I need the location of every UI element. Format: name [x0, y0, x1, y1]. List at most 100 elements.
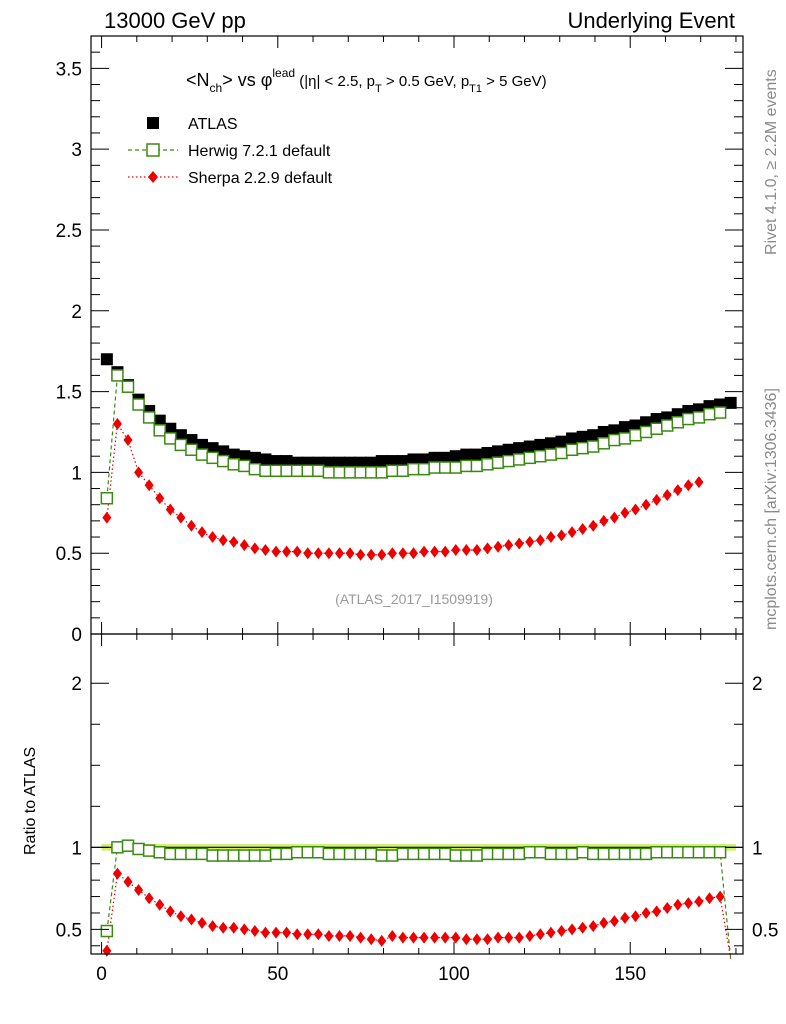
herwig-ratio-point — [523, 846, 537, 859]
y-tick-label: 3.5 — [56, 59, 82, 80]
herwig-point — [671, 416, 685, 429]
herwig-point — [174, 438, 188, 452]
herwig-point — [301, 464, 314, 478]
atlas-point — [587, 429, 600, 442]
herwig-ratio-point — [512, 847, 526, 861]
sherpa-ratio-point — [102, 944, 112, 957]
sherpa-ratio-point — [303, 928, 313, 941]
sherpa-point — [419, 545, 429, 558]
sherpa-ratio-point — [134, 884, 144, 896]
legend-marker-sherpa — [148, 171, 158, 183]
herwig-point — [280, 464, 293, 478]
atlas-point — [322, 456, 335, 469]
sherpa-ratio-point — [461, 933, 471, 946]
sherpa-ratio-point — [620, 911, 630, 924]
sherpa-point — [398, 547, 408, 560]
sherpa-ratio-point — [567, 923, 577, 936]
sherpa-point — [694, 476, 704, 489]
sherpa-ratio-point — [282, 926, 292, 939]
herwig-point — [111, 369, 124, 382]
sherpa-point — [567, 526, 577, 539]
sherpa-point — [504, 539, 514, 552]
herwig-point — [227, 458, 240, 471]
herwig-point — [290, 464, 304, 478]
sherpa-ratio-point — [334, 929, 344, 942]
herwig-ratio-point — [248, 849, 262, 862]
sherpa-point — [186, 519, 196, 532]
sherpa-ratio-point — [419, 931, 429, 944]
legend-label-herwig: Herwig 7.2.1 default — [188, 143, 331, 160]
atlas-point — [629, 419, 642, 432]
sherpa-point — [112, 417, 122, 430]
herwig-ratio-point — [703, 846, 716, 859]
herwig-point — [523, 451, 537, 465]
atlas-point — [248, 451, 261, 464]
ratio-y-tick-label: 1 — [71, 838, 82, 859]
y-tick-label: 1 — [71, 463, 82, 484]
atlas-point — [344, 456, 357, 469]
herwig-point — [460, 459, 473, 473]
legend: ATLAS Herwig 7.2.1 default Sherpa 2.2.9 … — [128, 116, 333, 187]
herwig-ratio-point — [428, 847, 441, 861]
sherpa-ratio-point — [313, 928, 323, 941]
herwig-ratio-point — [132, 842, 145, 856]
atlas-point — [449, 450, 462, 463]
sherpa-point — [652, 493, 662, 506]
herwig-ratio-point — [407, 847, 420, 861]
ratio-plot-frame — [90, 633, 744, 955]
sherpa-ratio-point — [144, 892, 154, 905]
legend-label-atlas: ATLAS — [188, 116, 238, 133]
herwig-point — [491, 456, 505, 469]
herwig-ratio-point — [438, 847, 452, 861]
atlas-point — [544, 437, 557, 450]
herwig-point — [121, 380, 135, 393]
herwig-point — [153, 424, 166, 437]
herwig-ratio-point — [153, 846, 166, 859]
herwig-point — [586, 440, 600, 453]
atlas-point — [555, 435, 568, 448]
sherpa-point — [609, 511, 619, 524]
y-tick-label: 0 — [71, 625, 82, 646]
herwig-ratio-point — [629, 847, 642, 861]
herwig-point — [407, 462, 420, 476]
atlas-point — [640, 416, 653, 429]
sherpa-ratio-point — [641, 906, 651, 919]
y-tick-label: 0.5 — [56, 544, 82, 565]
sherpa-ratio-point — [652, 905, 662, 918]
sherpa-point — [313, 547, 323, 560]
atlas-point — [650, 413, 663, 426]
atlas-point — [196, 438, 209, 451]
herwig-point — [650, 422, 663, 435]
herwig-point — [312, 464, 325, 478]
sherpa-line — [106, 422, 700, 556]
sherpa-point — [229, 535, 239, 548]
sherpa-ratio-point — [398, 931, 408, 944]
sherpa-point — [218, 534, 228, 547]
analysis-watermark: (ATLAS_2017_I1509919) — [335, 591, 493, 607]
sherpa-ratio-line — [106, 872, 732, 960]
sherpa-point — [662, 489, 672, 502]
herwig-ratio-point — [692, 846, 706, 859]
sherpa-ratio-point — [556, 925, 566, 938]
sherpa-point — [546, 531, 556, 544]
sherpa-point — [144, 479, 154, 492]
herwig-point — [481, 458, 494, 471]
sherpa-ratio-point — [239, 923, 249, 936]
herwig-ratio-point — [586, 847, 600, 861]
sherpa-point — [134, 466, 144, 479]
sherpa-point — [430, 545, 440, 558]
herwig-point — [206, 451, 219, 465]
sherpa-point — [345, 547, 355, 560]
sherpa-ratio-point — [451, 931, 461, 944]
sherpa-ratio-point — [176, 910, 186, 923]
herwig-point — [375, 466, 389, 479]
herwig-point — [470, 459, 484, 473]
atlas-point — [534, 438, 547, 451]
herwig-ratio-point — [555, 847, 568, 861]
header-analysis-label: Underlying Event — [567, 8, 735, 33]
chart-title: <Nch> vs φlead (|η| < 2.5, pT > 0.5 GeV,… — [186, 66, 547, 95]
sherpa-point — [324, 547, 334, 560]
atlas-point — [439, 451, 452, 464]
herwig-ratio-point — [534, 846, 547, 859]
